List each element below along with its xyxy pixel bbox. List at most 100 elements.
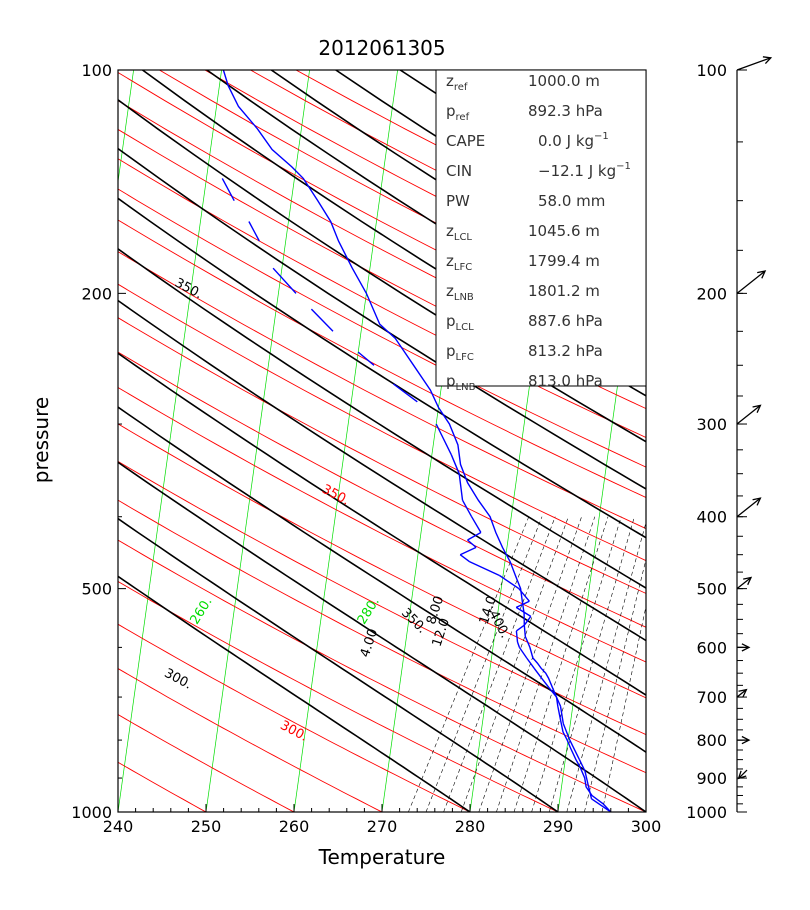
wind-pressure-label: 200 [696, 284, 727, 303]
dewpoint-profile-segment [458, 473, 464, 501]
wind-pressure-label: 900 [696, 769, 727, 788]
stat-value: 0.0 J kg−1 [538, 131, 609, 150]
wind-barb-arrowhead [737, 770, 747, 780]
dry-adiabat-line [118, 128, 646, 410]
dewpoint-profile-segment [435, 423, 452, 456]
dewpoint-profile-segment [357, 351, 375, 366]
wind-barb-arrowhead [757, 270, 767, 279]
x-tick-label: 260 [279, 817, 310, 836]
dry-adiabat-line [118, 499, 646, 774]
x-tick-label: 270 [367, 817, 398, 836]
moist-adiabat-line [118, 461, 646, 812]
dewpoint-profile-segment [467, 539, 477, 548]
dewpoint-profile-segment [272, 267, 297, 294]
dry-adiabat-line [118, 668, 383, 812]
stat-value: 1801.2 m [528, 282, 600, 300]
moist-adiabat-line [118, 247, 646, 590]
dewpoint-profile-segment [555, 696, 562, 707]
stat-subscript: ref [456, 112, 470, 123]
contour-label: 220. [25, 246, 53, 279]
y-tick-label: 1000 [71, 803, 112, 822]
wind-barb-shaft [736, 270, 766, 294]
wind-pressure-label: 400 [696, 508, 727, 527]
stat-symbol: CIN [446, 162, 472, 180]
dry-adiabat-line [118, 423, 646, 699]
dewpoint-profile-segment [516, 641, 521, 648]
moist-adiabat-line [118, 352, 646, 697]
dewpoint-profile-segment [515, 624, 525, 632]
wind-barb-arrowhead [741, 643, 751, 652]
dry-adiabat-line [118, 460, 646, 736]
x-tick-label: 300 [631, 817, 662, 836]
dewpoint-profile-segment [523, 615, 532, 626]
stat-value: 1045.6 m [528, 222, 600, 240]
dewpoint-profile-segment [562, 723, 571, 741]
dry-adiabat-line [118, 386, 646, 663]
x-axis-label: Temperature [318, 845, 446, 869]
isotherm-line [205, 70, 310, 812]
isotherm-line [118, 70, 222, 812]
x-tick-label: 240 [103, 817, 134, 836]
mixing-ratio-line [496, 516, 596, 812]
dewpoint-profile-segment [469, 561, 500, 577]
stat-subscript: LCL [454, 232, 473, 243]
dewpoint-profile-segment [515, 606, 532, 617]
wind-barb-arrowhead [752, 404, 762, 413]
stat-value: 58.0 mm [538, 192, 605, 210]
stat-value: 892.3 hPa [528, 102, 603, 120]
stat-superscript: −1 [616, 161, 631, 172]
wind-barb-shaft [736, 404, 761, 425]
moist-adiabat-line [118, 406, 646, 754]
contour-label: 350. [319, 482, 352, 509]
temperature-profile-line [222, 70, 612, 812]
y-tick-label: 200 [81, 284, 112, 303]
stat-value: 1000.0 m [528, 72, 600, 90]
moist-adiabat-line [118, 299, 646, 642]
dewpoint-profile-segment [587, 784, 593, 799]
dry-adiabat-line [118, 539, 646, 812]
dewpoint-profile-segment [392, 383, 418, 403]
mixing-ratio-line [443, 516, 556, 812]
mixing-ratio-line [460, 516, 569, 812]
contour-label: 400. [74, 222, 107, 249]
wind-barb-arrowhead [743, 576, 753, 586]
moist-adiabat-line [118, 197, 646, 539]
stat-value: 813.0 hPa [528, 372, 603, 390]
dewpoint-profile-segment [450, 454, 460, 474]
mixing-ratio-line [548, 516, 635, 812]
dewpoint-profile-segment [518, 647, 528, 659]
moist-adiabat-line [118, 147, 646, 490]
stat-subscript: LNB [454, 292, 474, 303]
dry-adiabat-line [118, 714, 295, 812]
stat-subscript: LNB [456, 382, 476, 393]
dry-adiabat-line [118, 283, 646, 562]
wind-barb-column: 100 200 300 400 500 600 700 800 900 1000 [686, 56, 773, 822]
dry-adiabat-line [118, 251, 646, 530]
stat-subscript: ref [454, 82, 468, 93]
stat-value: −12.1 J kg−1 [538, 161, 631, 180]
wind-barb-arrowhead [738, 688, 748, 698]
axes: 240 250 260 270 280 290 300 100 200 500 1000 [71, 61, 661, 836]
wind-barb-shaft [736, 57, 772, 71]
wind-pressure-label: 500 [696, 580, 727, 599]
isotherm-line [293, 70, 398, 812]
wind-pressure-label: 800 [696, 731, 727, 750]
dewpoint-profile-segment [584, 770, 589, 786]
moist-adiabat-line [118, 517, 559, 812]
dewpoint-profile-segment [310, 308, 334, 332]
dewpoint-profile-segment [526, 657, 535, 669]
mixing-ratio-line [601, 604, 646, 812]
dewpoint-profile-segment [499, 574, 520, 590]
contour-label: 240. [80, 229, 108, 262]
wind-barb-shaft [738, 769, 748, 779]
y-tick-label: 500 [81, 580, 112, 599]
stat-value: 1799.4 m [528, 252, 600, 270]
mixing-ratio-line [478, 516, 582, 812]
stat-superscript: −1 [594, 131, 609, 142]
stat-symbol: PW [446, 192, 470, 210]
x-tick-label: 250 [191, 817, 222, 836]
dewpoint-profile-segment [470, 516, 482, 533]
stat-subscript: LCL [456, 322, 475, 333]
dry-adiabat-line [118, 623, 471, 812]
